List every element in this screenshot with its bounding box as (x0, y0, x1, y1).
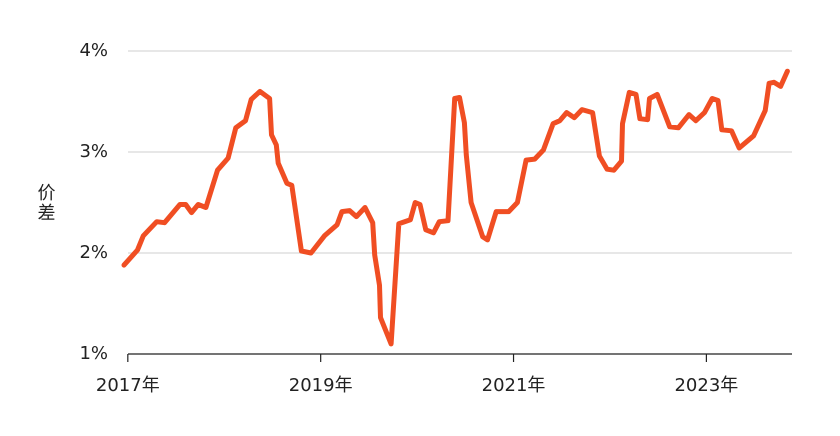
x-tick-label: 2019年 (289, 375, 353, 396)
y-tick-label: 1% (79, 343, 108, 364)
y-tick-label: 3% (79, 141, 108, 162)
x-tick-label: 2021年 (482, 375, 546, 396)
x-tick-label: 2017年 (96, 375, 160, 396)
x-tick-label: 2023年 (674, 375, 738, 396)
y-tick-label: 2% (79, 242, 108, 263)
data-line (121, 68, 790, 347)
y-tick-label: 4% (79, 40, 108, 61)
y-axis-label: 价差 (35, 183, 56, 223)
